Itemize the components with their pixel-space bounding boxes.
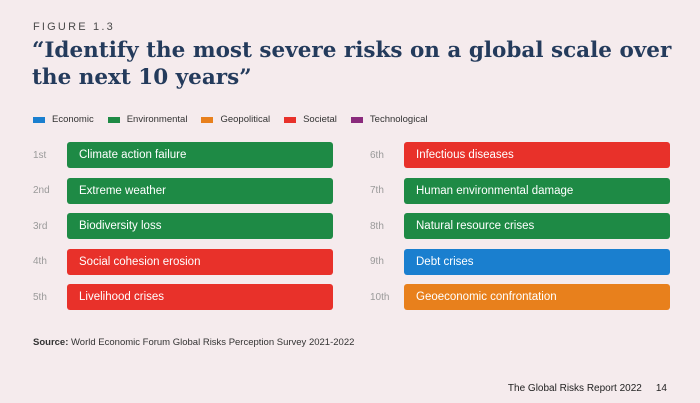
risk-bar: Geoeconomic confrontation bbox=[404, 284, 670, 311]
source-prefix: Source: bbox=[33, 337, 69, 348]
risk-column-left: 1st Climate action failure 2nd Extreme weat… bbox=[33, 142, 333, 320]
source-note: Source: World Economic Forum Global Risk… bbox=[33, 337, 354, 348]
risk-row: 8th Natural resource crises bbox=[370, 213, 670, 240]
risk-bar: Climate action failure bbox=[67, 142, 333, 168]
risk-bar: Infectious diseases bbox=[404, 142, 670, 168]
risk-row: 2nd Extreme weather bbox=[33, 177, 333, 204]
report-name: The Global Risks Report 2022 bbox=[507, 383, 642, 394]
legend-item: Societal bbox=[284, 114, 337, 125]
risk-rank: 5th bbox=[33, 291, 47, 303]
risk-row: 5th Livelihood crises bbox=[33, 284, 333, 311]
risk-rank: 10th bbox=[370, 291, 390, 303]
risk-row: 3rd Biodiversity loss bbox=[33, 213, 333, 240]
risk-row: 7th Human environmental damage bbox=[370, 177, 670, 204]
legend-swatch bbox=[107, 116, 120, 123]
risk-row: 10th Geoeconomic confrontation bbox=[370, 284, 670, 311]
risk-bar: Biodiversity loss bbox=[67, 213, 333, 240]
risk-bar: Social cohesion erosion bbox=[67, 248, 333, 275]
figure-label: FIGURE 1.3 bbox=[33, 21, 115, 33]
figure-title: “Identify the most severe risks on a glo… bbox=[32, 38, 672, 90]
legend-label: Technological bbox=[369, 114, 428, 125]
page-footer: The Global Risks Report 2022 14 bbox=[508, 383, 667, 394]
legend-label: Environmental bbox=[126, 114, 188, 125]
risk-rank: 4th bbox=[33, 256, 47, 268]
legend-swatch bbox=[33, 116, 45, 123]
risk-rank: 8th bbox=[370, 220, 384, 232]
risk-row: 6th Infectious diseases bbox=[370, 142, 670, 168]
legend-swatch bbox=[350, 116, 363, 123]
page-number: 14 bbox=[655, 383, 667, 394]
legend-swatch bbox=[201, 116, 214, 123]
source-text: World Economic Forum Global Risks Percep… bbox=[68, 337, 355, 348]
legend-item: Economic bbox=[33, 114, 94, 125]
risk-bar: Extreme weather bbox=[67, 177, 333, 204]
risk-bar: Debt crises bbox=[404, 248, 670, 275]
risk-column-right: 6th Infectious diseases 7th Human environme… bbox=[370, 142, 670, 320]
risk-rank: 6th bbox=[370, 149, 384, 161]
risk-row: 9th Debt crises bbox=[370, 248, 670, 275]
legend-label: Economic bbox=[52, 114, 94, 125]
legend-item: Technological bbox=[350, 114, 428, 125]
risk-rank: 9th bbox=[370, 256, 384, 268]
risk-row: 4th Social cohesion erosion bbox=[33, 248, 333, 275]
legend: Economic Environmental Geopolitical Societa… bbox=[33, 114, 427, 125]
legend-item: Environmental bbox=[107, 114, 188, 125]
legend-swatch bbox=[284, 116, 297, 123]
risk-rank: 3rd bbox=[33, 220, 48, 232]
risk-bar: Livelihood crises bbox=[67, 284, 333, 311]
risk-rank: 7th bbox=[370, 185, 384, 197]
risk-bar: Human environmental damage bbox=[404, 177, 670, 204]
risk-row: 1st Climate action failure bbox=[33, 142, 333, 168]
legend-label: Geopolitical bbox=[220, 114, 271, 125]
risk-rank: 1st bbox=[33, 149, 47, 161]
risk-rank: 2nd bbox=[33, 185, 50, 197]
legend-item: Geopolitical bbox=[201, 114, 270, 125]
legend-label: Societal bbox=[303, 114, 337, 125]
risk-bar: Natural resource crises bbox=[404, 213, 670, 240]
